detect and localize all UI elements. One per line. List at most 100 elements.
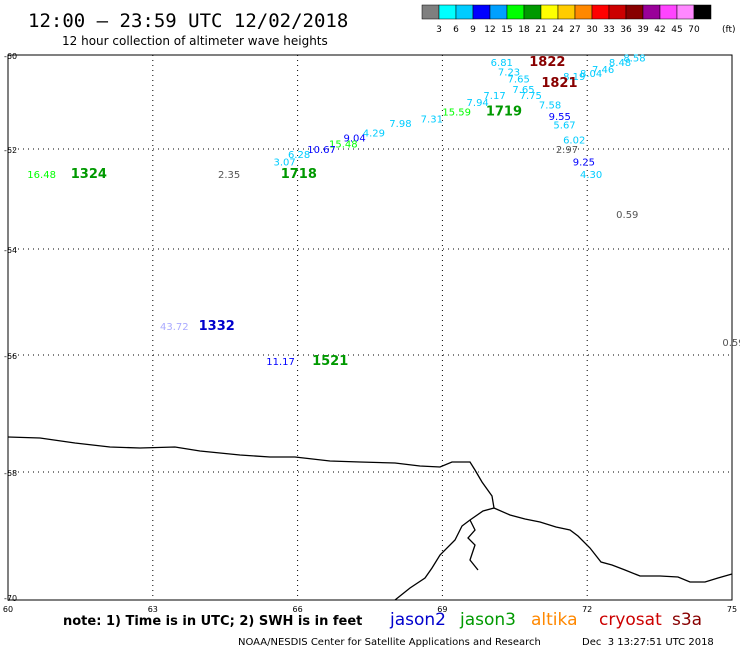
lat-label: -64 [4,246,17,255]
legend-swatch [489,4,508,20]
legend-tick: 3 [436,25,442,35]
legend-swatch [591,4,610,20]
wave-height-value: 43.72 [160,322,189,333]
wave-height-value: 7.94 [467,98,489,109]
wave-height-value: 7.46 [592,65,614,76]
pass-time-label: 1718 [281,167,317,182]
legend-tick: 45 [671,25,682,35]
map-title: 12:00 – 23:59 UTC 12/02/2018 [28,10,348,32]
legend-tick: 36 [620,25,632,35]
lon-label: 60 [3,605,13,614]
legend-swatch [659,4,678,20]
satellite-name: jason2 [389,610,446,630]
legend-tick: 18 [518,25,530,35]
satellite-name: altika [531,610,578,630]
legend-tick: 24 [552,25,564,35]
legend-tick: 9 [470,25,476,35]
plot-frame [7,54,733,601]
pass-time-label: 1521 [312,354,348,369]
wave-height-value: 9.04 [343,133,365,144]
footer-credit: NOAA/NESDIS Center for Satellite Applica… [238,637,541,648]
footer-timestamp: Dec 3 13:27:51 UTC 2018 [582,637,714,648]
wave-height-value: 7.23 [498,67,520,78]
wave-height-value: 7.98 [389,119,411,130]
wave-height-value: 6.02 [563,136,585,147]
wave-height-value: 4.29 [363,129,385,140]
wave-height-value: 9.55 [549,112,571,123]
wave-height-value: 9.25 [573,158,595,169]
coastline [7,436,495,601]
satellite-name: cryosat [599,610,662,630]
legend-unit: (ft) [722,25,736,35]
wave-height-value: 8.19 [563,72,585,83]
pass-time-label: 1324 [71,167,107,182]
legend-swatch [574,4,593,20]
legend-tick: 42 [654,25,665,35]
wave-height-value: 7.17 [483,91,505,102]
pass-time-label: 1822 [529,55,565,70]
legend-tick: 70 [688,25,700,35]
coastline-east [493,507,733,583]
wave-height-value: 0.59 [722,338,740,349]
color-legend: 3 6 9 12 15 18 21 24 27 30 33 36 39 42 45 70 [421,4,712,35]
longitude-labels: 60 63 66 69 72 75 [3,605,737,614]
wave-height-value: 3.07 [273,158,295,169]
legend-tick: 6 [453,25,459,35]
lat-label: -68 [4,469,17,478]
legend-swatch [438,4,457,20]
map-subtitle: 12 hour collection of altimeter wave hei… [62,34,328,48]
lat-label: -66 [4,352,17,361]
wave-height-value: 8.58 [623,53,645,64]
wave-height-value: 7.75 [520,91,542,102]
wave-height-value: 6.81 [491,58,513,69]
wave-height-value: 8.48 [609,58,631,69]
lon-label: 75 [727,605,737,614]
lat-label: -70 [4,594,17,603]
legend-tick: 12 [484,25,495,35]
satellite-name: jason3 [459,610,516,630]
legend-swatch [523,4,542,20]
footer-note: note: 1) Time is in UTC; 2) SWH is in fe… [63,614,362,629]
wave-height-value: 7.65 [508,75,530,86]
wave-height-value: 6.28 [288,150,310,161]
wave-height-value: 16.48 [27,170,56,181]
legend-tick: 15 [501,25,512,35]
legend-tick: 33 [603,25,614,35]
pass-time-label: 1719 [486,104,522,119]
legend-swatch [421,4,440,20]
legend-swatch [455,4,474,20]
legend-swatch [540,4,559,20]
wave-height-value: 2.35 [218,170,240,181]
satellite-name: s3a [672,610,702,630]
legend-swatch [676,4,695,20]
lon-label: 63 [148,605,158,614]
wave-height-value: 7.31 [421,114,443,125]
lon-label: 66 [293,605,303,614]
graticule [8,55,732,600]
wave-height-value: 0.59 [616,210,638,221]
wave-height-value: 10.67 [307,145,336,156]
wave-height-value: 7.58 [539,100,561,111]
legend-swatch [472,4,491,20]
legend-tick: 21 [535,25,546,35]
pass-time-label: 1821 [541,76,577,91]
coastline-inlet [467,519,479,571]
wave-height-value: 15.48 [329,139,358,150]
wave-height-labels: 6.81 1822 8.588.487.46 7.23 8.048.19 7.65 1821… [27,53,740,369]
lat-label: -62 [4,146,17,155]
legend-tick: 39 [637,25,649,35]
lon-label: 72 [582,605,592,614]
satellite-legend: jason2 jason3 altika cryosat s3a [389,610,702,630]
lat-label: -60 [4,52,17,61]
latitude-labels: -60 -62 -64 -66 -68 -70 [4,52,17,603]
wave-height-value: 4.30 [580,170,602,181]
legend-swatch [625,4,644,20]
wave-height-value: 2.97 [556,145,578,156]
wave-height-value: 8.04 [580,69,602,80]
legend-swatch [693,4,712,20]
legend-tick: 27 [569,25,580,35]
legend-swatch [642,4,661,20]
legend-swatch [506,4,525,20]
wave-height-value: 15.59 [442,107,471,118]
